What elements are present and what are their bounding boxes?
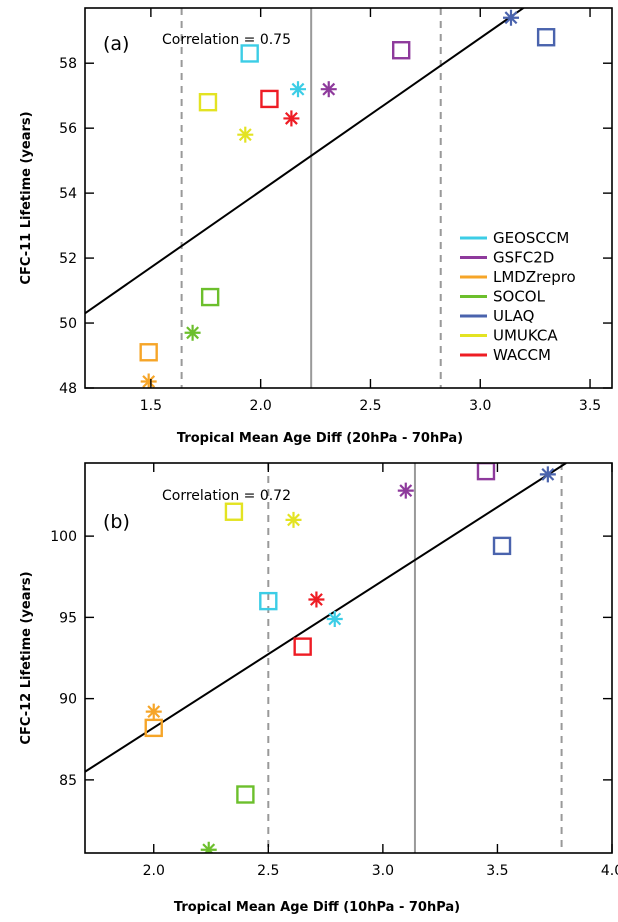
panel-b-panel-label: (b) — [103, 511, 130, 533]
panel-a-xtick-label: 2.0 — [250, 398, 272, 414]
panel-a-ytick-label: 56 — [59, 121, 77, 137]
panel-a-ulaq-asterisk-point — [502, 9, 519, 26]
panel-b-gsfc2d-asterisk-point — [397, 482, 414, 499]
panel-b-y-axis-label: CFC-12 Lifetime (years) — [19, 571, 34, 744]
legend-entry-ulaq: ULAQ — [493, 307, 534, 325]
panel-a-umukca-asterisk-point — [237, 126, 254, 143]
legend-entry-waccm: WACCM — [493, 346, 551, 364]
panel-a-x-axis-label: Tropical Mean Age Diff (20hPa - 70hPa) — [177, 431, 463, 446]
legend-entry-geosccm: GEOSCCM — [493, 229, 569, 247]
legend-entry-socol: SOCOL — [493, 288, 546, 306]
panel-a-gsfc2d-square-point — [392, 41, 411, 60]
panel-b-umukca-asterisk-point — [285, 511, 302, 528]
panel-b-xtick-label: 3.5 — [486, 863, 508, 879]
panel-b-socol-asterisk-point — [200, 841, 217, 853]
panel-a-umukca-square-point — [198, 92, 218, 112]
panel-a-plot-area — [85, 8, 556, 388]
panel-b-fit-line — [85, 463, 567, 773]
panel-a-socol-square-point — [200, 287, 220, 307]
panel-a-correlation-annotation: Correlation = 0.75 — [162, 32, 291, 48]
panel-b-xtick-label: 4.0 — [601, 863, 618, 879]
panel-a-xtick-label: 3.5 — [579, 398, 601, 414]
panel-b-xtick-label: 2.0 — [143, 863, 165, 879]
panel-a-xtick-label: 2.5 — [359, 398, 381, 414]
panel-a-lmdzrepro-asterisk-point — [140, 373, 157, 388]
panel-b-lmdzrepro-asterisk-point — [145, 703, 162, 720]
panel-b-x-axis-label: Tropical Mean Age Diff (10hPa - 70hPa) — [174, 900, 460, 915]
panel-a-waccm-square-point — [260, 89, 279, 109]
panel-a-ytick-label: 52 — [59, 251, 77, 267]
panel-b-plot-area — [85, 463, 567, 853]
panel-a-geosccm-asterisk-point — [289, 81, 306, 98]
panel-a-ulaq-square-point — [536, 28, 556, 47]
panel-b-ytick-label: 90 — [59, 692, 77, 708]
panel-b-umukca-square-point — [224, 502, 244, 521]
panel-a-panel-label: (a) — [103, 33, 129, 55]
panel-a-xtick-label: 3.0 — [469, 398, 491, 414]
panel-a-xtick-label: 1.5 — [140, 398, 162, 414]
panel-a-gsfc2d-asterisk-point — [320, 81, 337, 98]
panel-a-lmdzrepro-square-point — [139, 343, 158, 362]
panel-a-y-axis-label: CFC-11 Lifetime (years) — [19, 111, 34, 284]
panel-b-ytick-label: 85 — [59, 773, 77, 789]
panel-b: 2.0 2.5 3.0 3.5 4.0 85 90 95 100 Tropical Mean Ag… — [19, 462, 618, 915]
panel-a-socol-asterisk-point — [184, 324, 201, 341]
panel-a-geosccm-square-point — [240, 44, 259, 63]
panel-a-ytick-label: 54 — [59, 186, 77, 202]
panel-a-frame — [84, 7, 613, 389]
panel-b-gsfc2d-square-point — [476, 463, 496, 481]
legend-entry-lmdzrepro: LMDZrepro — [493, 268, 576, 286]
legend-entry-gsfc2d: GSFC2D — [493, 249, 554, 267]
panel-a-ytick-label: 50 — [59, 316, 77, 332]
panel-b-xtick-label: 2.5 — [257, 863, 279, 879]
legend-entry-umukca: UMUKCA — [493, 327, 558, 345]
panel-a-fit-line — [85, 8, 526, 315]
panel-a-waccm-asterisk-point — [283, 110, 300, 127]
panel-b-lmdzrepro-square-point — [144, 718, 163, 738]
panel-a: 1.5 2.0 2.5 3.0 3.5 48 50 52 54 56 58 Tropical Mean… — [19, 7, 613, 446]
panel-b-ulaq-square-point — [492, 536, 512, 556]
panel-b-waccm-square-point — [293, 637, 312, 656]
panel-b-xtick-label: 3.0 — [372, 863, 394, 879]
panel-b-geosccm-square-point — [259, 591, 278, 611]
panel-b-waccm-asterisk-point — [308, 591, 325, 608]
panel-b-frame — [84, 462, 613, 854]
panel-b-ytick-label: 95 — [59, 610, 77, 626]
panel-b-ytick-label: 100 — [50, 529, 77, 545]
panel-b-ulaq-asterisk-point — [539, 466, 556, 483]
panel-a-ytick-label: 58 — [59, 56, 77, 72]
panel-b-correlation-annotation: Correlation = 0.72 — [162, 488, 291, 504]
panel-b-geosccm-asterisk-point — [326, 611, 343, 627]
panel-a-ytick-label: 48 — [59, 381, 77, 397]
panel-b-socol-square-point — [236, 785, 255, 804]
